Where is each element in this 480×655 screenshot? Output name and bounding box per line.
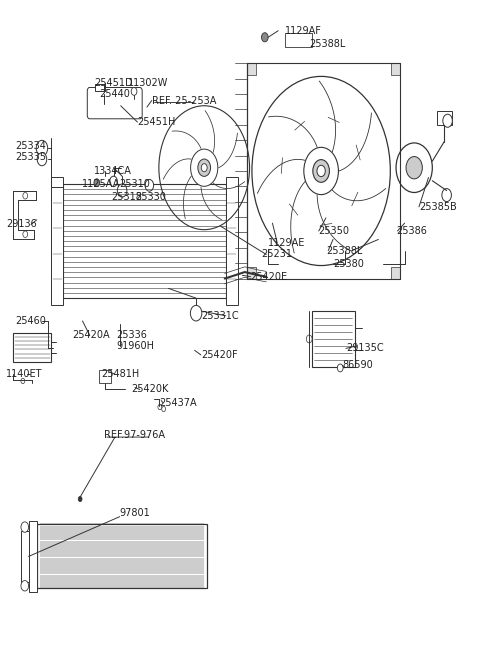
Text: 25388L: 25388L (326, 246, 362, 255)
Circle shape (36, 140, 48, 156)
Text: 25451H: 25451H (137, 117, 176, 127)
Text: 25451D: 25451D (95, 78, 133, 88)
Circle shape (337, 364, 343, 372)
Circle shape (131, 88, 137, 96)
Text: 1334CA: 1334CA (95, 166, 132, 176)
Circle shape (23, 193, 28, 199)
Circle shape (78, 496, 82, 502)
Text: 25440: 25440 (99, 89, 130, 99)
Bar (312, 311, 355, 367)
Bar (51, 178, 63, 305)
Circle shape (37, 153, 47, 166)
Circle shape (304, 147, 338, 195)
Text: 25386: 25386 (396, 226, 427, 236)
Bar (63, 184, 226, 298)
Circle shape (262, 33, 268, 42)
Circle shape (442, 189, 451, 202)
Text: 29136: 29136 (6, 219, 37, 229)
Text: REF. 25-253A: REF. 25-253A (152, 96, 216, 105)
Text: 91960H: 91960H (116, 341, 154, 351)
Text: 1129AE: 1129AE (268, 238, 305, 248)
Bar (21, 531, 29, 582)
Circle shape (145, 179, 154, 191)
Text: 25437A: 25437A (159, 398, 196, 407)
Text: 25420E: 25420E (251, 272, 288, 282)
Circle shape (201, 164, 207, 172)
Circle shape (313, 160, 329, 182)
Text: 11302W: 11302W (128, 78, 168, 88)
Text: 1140ET: 1140ET (6, 369, 43, 379)
Circle shape (443, 114, 452, 127)
Text: 25385B: 25385B (419, 202, 456, 212)
Bar (247, 267, 256, 278)
Text: 25420F: 25420F (201, 350, 238, 360)
Circle shape (317, 165, 325, 177)
Circle shape (21, 379, 25, 384)
Circle shape (396, 143, 432, 193)
Text: 97801: 97801 (120, 508, 151, 518)
Text: 25334: 25334 (15, 141, 46, 151)
Text: 25336: 25336 (116, 330, 147, 341)
Bar (391, 64, 400, 75)
Text: 25310: 25310 (120, 179, 151, 189)
Circle shape (117, 184, 127, 197)
Circle shape (162, 406, 166, 411)
Text: 25481H: 25481H (102, 369, 140, 379)
Bar (96, 84, 104, 91)
Circle shape (406, 157, 422, 179)
Circle shape (23, 231, 28, 238)
Text: 25330: 25330 (135, 192, 166, 202)
Text: 29135C: 29135C (346, 343, 384, 353)
Bar (391, 267, 400, 278)
Text: 25318: 25318 (111, 192, 142, 202)
Text: 25380: 25380 (333, 259, 364, 269)
Circle shape (191, 149, 218, 186)
Circle shape (21, 580, 29, 591)
Bar (247, 64, 256, 75)
Text: 25460: 25460 (15, 316, 46, 326)
Bar (99, 370, 111, 383)
Circle shape (94, 179, 100, 187)
Circle shape (306, 335, 312, 343)
Text: 25420A: 25420A (72, 330, 109, 341)
Text: 25350: 25350 (319, 226, 350, 236)
Bar (37, 525, 206, 588)
Circle shape (110, 176, 117, 187)
Text: 25331C: 25331C (201, 310, 239, 321)
FancyBboxPatch shape (87, 88, 142, 119)
Circle shape (21, 522, 29, 533)
Bar (226, 178, 238, 305)
Circle shape (191, 305, 202, 321)
Text: 25231: 25231 (262, 250, 292, 259)
Circle shape (198, 159, 211, 176)
Bar (437, 111, 452, 125)
Text: REF.97-976A: REF.97-976A (104, 430, 165, 440)
Bar (29, 521, 37, 591)
Text: 1129AF: 1129AF (285, 26, 322, 36)
Text: 25388L: 25388L (309, 39, 346, 48)
Text: 25335: 25335 (15, 151, 46, 162)
Text: 1125AA: 1125AA (82, 179, 120, 189)
Text: 25420K: 25420K (131, 384, 168, 394)
Bar (13, 333, 51, 362)
Circle shape (158, 404, 162, 409)
Bar (285, 33, 312, 47)
Text: 86590: 86590 (343, 360, 373, 370)
